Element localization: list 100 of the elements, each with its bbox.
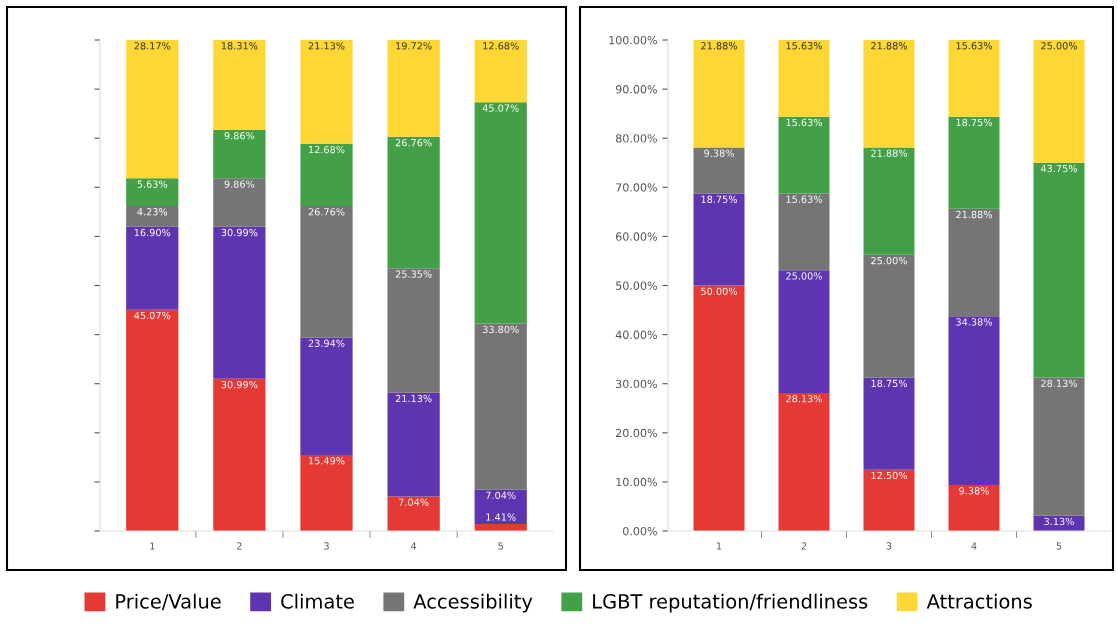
bar [474,40,527,103]
bar [1033,377,1085,516]
bar [474,323,527,490]
data-label: 15.63% [786,118,822,127]
bar [387,268,440,393]
bar [778,392,830,531]
data-label: 1.41% [486,513,516,521]
bar [126,40,179,179]
bar [300,40,353,144]
bar [300,143,353,207]
bar [948,316,1000,485]
data-label: 12.68% [309,145,345,154]
data-label: 30.99% [221,380,258,389]
data-label: 21.88% [701,42,737,50]
bar [387,40,440,137]
data-label: 3.13% [1044,517,1074,526]
bar [778,193,830,271]
data-label: 16.90% [134,228,171,237]
bar [693,147,745,194]
data-label: 28.13% [1041,379,1077,387]
y-tick-label: 60.00% [615,232,657,241]
y-tick-label: 40.00% [615,330,657,339]
bar [126,309,179,531]
legend-label: Price/Value [116,593,221,611]
data-label: 33.80% [482,325,519,334]
data-label: 15.49% [309,457,345,465]
bar [126,226,179,310]
data-label: 15.63% [786,42,822,50]
data-label: 43.75% [1040,164,1077,173]
bar [863,469,915,531]
bar [213,40,266,130]
data-label: 9.38% [704,149,734,157]
data-label: 28.13% [786,395,822,403]
data-label: 9.38% [959,487,989,495]
data-label: 7.04% [486,491,516,499]
bar [778,270,830,393]
data-label: 45.07% [134,311,171,320]
legend-label: Accessibility [413,593,533,613]
data-label: 26.76% [308,208,345,216]
x-tick-label: 1 [716,542,722,550]
data-label: 21.88% [871,149,907,157]
y-tick-label: 30.00% [616,379,657,389]
bar [213,178,266,227]
x-tick-label: 3 [324,542,329,550]
legend-label: Climate [281,593,354,609]
bar [948,484,1000,531]
legend-label: Attractions [926,593,1032,609]
bar [693,193,745,286]
x-tick-label: 2 [801,542,807,550]
data-label: 18.75% [956,118,992,127]
bar [474,102,527,324]
bar [693,40,745,148]
y-tick-label: 70.00% [616,183,657,192]
bar [778,40,830,117]
data-label: 12.50% [871,471,907,480]
data-label: 15.63% [786,195,822,203]
y-tick-label: 0.00% [623,526,657,536]
bar [300,337,353,455]
data-label: 25.00% [786,272,822,280]
bar [863,40,915,148]
y-tick-label: 90.00% [615,85,657,94]
bar [693,285,745,531]
bar [213,226,266,379]
bar [948,40,1000,117]
data-label: 21.88% [956,210,992,219]
data-label: 21.13% [308,42,345,50]
data-label: 21.13% [395,394,432,403]
data-label: 18.75% [871,379,907,388]
data-label: 50.00% [701,287,737,295]
data-label: 30.99% [221,228,258,237]
data-label: 4.23% [137,208,168,216]
bar [474,489,527,525]
bar [863,147,915,255]
x-tick-label: 4 [411,542,417,550]
bar [300,206,353,338]
data-label: 9.86% [224,131,255,140]
x-tick-label: 4 [971,542,977,550]
data-label: 15.63% [956,42,992,50]
y-tick-label: 50.00% [616,281,657,290]
bar [863,377,915,470]
data-label: 5.63% [137,180,168,188]
bar [126,205,179,227]
x-tick-label: 5 [1056,542,1062,550]
data-label: 34.38% [956,318,992,326]
data-label: 26.76% [395,138,432,147]
x-tick-label: 3 [886,542,892,550]
bar [948,208,1000,317]
bar [387,136,440,269]
data-label: 25.00% [871,256,907,265]
y-tick-label: 80.00% [615,134,657,143]
x-tick-label: 1 [150,542,155,550]
y-tick-label: 100.00% [609,35,657,45]
bar [387,496,440,531]
x-tick-label: 2 [237,542,242,550]
data-label: 18.31% [221,42,258,50]
data-label: 28.17% [134,42,171,50]
data-label: 18.75% [701,195,737,203]
data-label: 25.00% [1041,42,1077,50]
data-label: 25.35% [395,270,432,278]
bar [126,178,179,206]
